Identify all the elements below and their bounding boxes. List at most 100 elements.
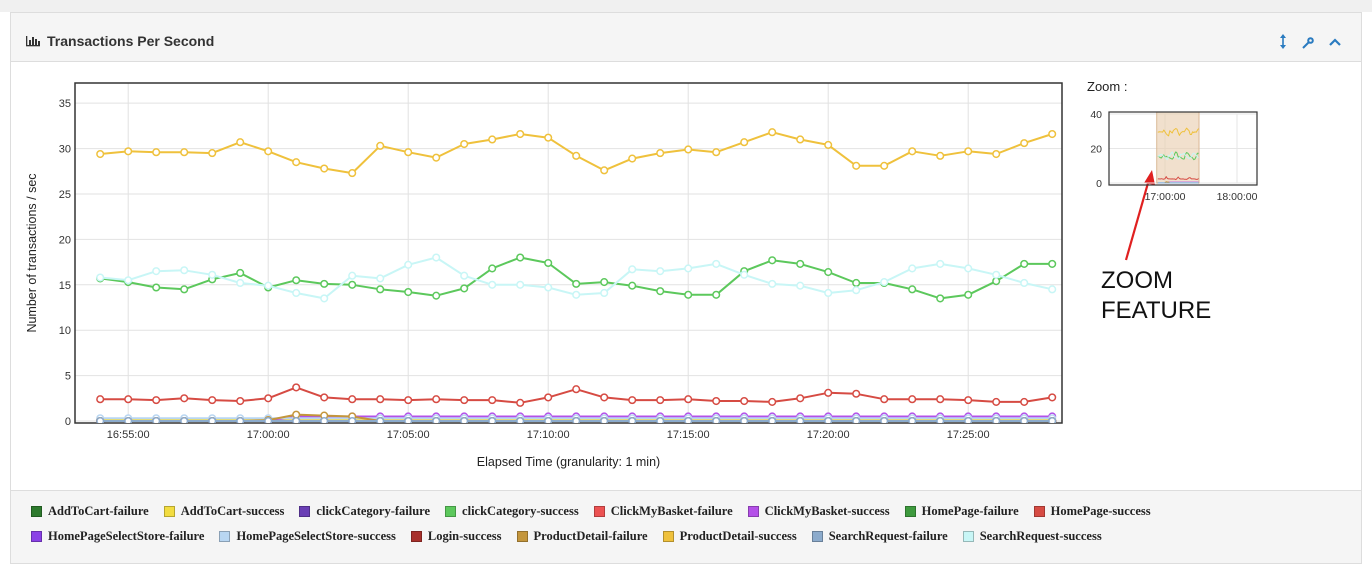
series-marker <box>796 416 805 423</box>
series-marker <box>96 273 105 282</box>
series-line <box>1157 176 1199 181</box>
zoom-selection <box>1156 111 1200 184</box>
series-marker <box>460 139 469 149</box>
x-axis-label: Elapsed Time (granularity: 1 min) <box>477 455 660 469</box>
legend-label: HomePageSelectStore-success <box>236 528 396 543</box>
collapse-button[interactable] <box>1329 38 1341 46</box>
series-marker <box>712 290 721 299</box>
series-marker <box>880 161 889 170</box>
legend-item[interactable]: ProductDetail-success <box>662 528 797 544</box>
series-marker <box>740 416 749 423</box>
legend-label: AddToCart-failure <box>48 503 149 518</box>
series-marker <box>824 268 833 277</box>
chart-title: Transactions Per Second <box>47 33 214 49</box>
chart-icon <box>26 36 40 47</box>
series-marker <box>404 287 413 297</box>
series-marker <box>656 287 665 296</box>
series-marker <box>628 265 637 274</box>
legend-item[interactable]: HomePage-failure <box>904 503 1019 519</box>
series-marker <box>208 149 217 158</box>
zoom-plot <box>1157 127 1200 184</box>
series-marker <box>740 396 749 406</box>
series-marker <box>964 290 973 299</box>
series-marker <box>460 271 469 280</box>
series-marker <box>1048 129 1057 139</box>
legend-item[interactable]: Login-success <box>410 528 502 544</box>
series-marker <box>124 276 133 285</box>
y-tick-label: 25 <box>59 189 71 201</box>
legend-item[interactable]: HomePageSelectStore-success <box>219 528 396 544</box>
legend-item[interactable]: HomePage-success <box>1033 503 1151 519</box>
series-marker <box>1048 285 1057 294</box>
annotation-arrowhead <box>1144 170 1155 185</box>
legend-item[interactable]: ClickMyBasket-failure <box>593 503 733 519</box>
series-marker <box>768 128 777 137</box>
series-marker <box>936 395 945 404</box>
series-marker <box>964 416 973 423</box>
zoom-frame <box>1108 111 1258 186</box>
series-marker <box>908 416 917 423</box>
series-marker <box>376 395 385 404</box>
legend-item[interactable]: SearchRequest-failure <box>811 528 948 544</box>
legend-label: Login-success <box>427 528 502 543</box>
series-marker <box>824 388 833 397</box>
series-marker <box>684 290 693 299</box>
series-marker <box>572 151 581 160</box>
legend-swatch <box>1033 505 1045 517</box>
top-strip <box>0 0 1372 12</box>
legend-label: HomePage-success <box>1050 503 1151 518</box>
series-marker <box>740 270 749 279</box>
legend-item[interactable]: ClickMyBasket-success <box>747 503 890 519</box>
series-marker <box>852 286 861 295</box>
y-tick-label: 10 <box>59 325 71 337</box>
zoom-x-tick-label: 18:00:00 <box>1217 191 1258 203</box>
legend-swatch <box>904 505 916 517</box>
legend-swatch <box>747 505 759 517</box>
series-marker <box>404 148 413 157</box>
legend-item[interactable]: AddToCart-success <box>163 503 284 519</box>
panel <box>10 12 1362 564</box>
series-marker <box>684 264 693 273</box>
series-marker <box>376 141 385 150</box>
zoom-y-tick-label: 20 <box>1090 144 1102 156</box>
series-marker <box>180 285 189 294</box>
series-marker <box>488 396 497 405</box>
series-marker <box>236 268 245 278</box>
series-marker <box>1020 139 1029 148</box>
series-marker <box>124 395 133 404</box>
legend-swatch <box>31 505 42 517</box>
series-marker <box>824 140 833 149</box>
plot-frame <box>74 82 1063 424</box>
series-marker <box>684 416 693 423</box>
series-marker <box>544 283 553 292</box>
y-tick-label: 5 <box>65 371 71 383</box>
series-marker <box>292 288 301 298</box>
series-marker <box>208 396 217 405</box>
legend-item[interactable]: SearchRequest-success <box>962 528 1102 544</box>
series-marker <box>320 279 329 288</box>
resize-button[interactable] <box>1280 34 1286 49</box>
series-marker <box>740 138 749 147</box>
series-marker <box>964 147 973 156</box>
legend-item[interactable]: clickCategory-failure <box>299 503 430 519</box>
legend-item[interactable]: clickCategory-success <box>445 503 579 519</box>
legend-swatch <box>299 505 311 517</box>
x-tick-label: 17:00:00 <box>247 429 290 441</box>
settings-button[interactable] <box>1302 37 1314 49</box>
series-marker <box>656 416 665 423</box>
y-axis-label: Number of transactions / sec <box>25 173 39 332</box>
series-marker <box>376 285 385 294</box>
series-marker <box>152 416 161 423</box>
x-tick-label: 17:25:00 <box>947 429 990 441</box>
legend-item[interactable]: ProductDetail-failure <box>516 528 648 544</box>
series-marker <box>180 266 189 275</box>
legend-item[interactable]: HomePageSelectStore-failure <box>31 528 204 544</box>
legend-item[interactable]: AddToCart-failure <box>31 503 149 519</box>
x-tick-label: 17:20:00 <box>807 429 850 441</box>
series-marker <box>852 278 861 288</box>
series-marker <box>320 294 329 303</box>
series-marker <box>488 416 497 423</box>
series-marker <box>936 151 945 160</box>
